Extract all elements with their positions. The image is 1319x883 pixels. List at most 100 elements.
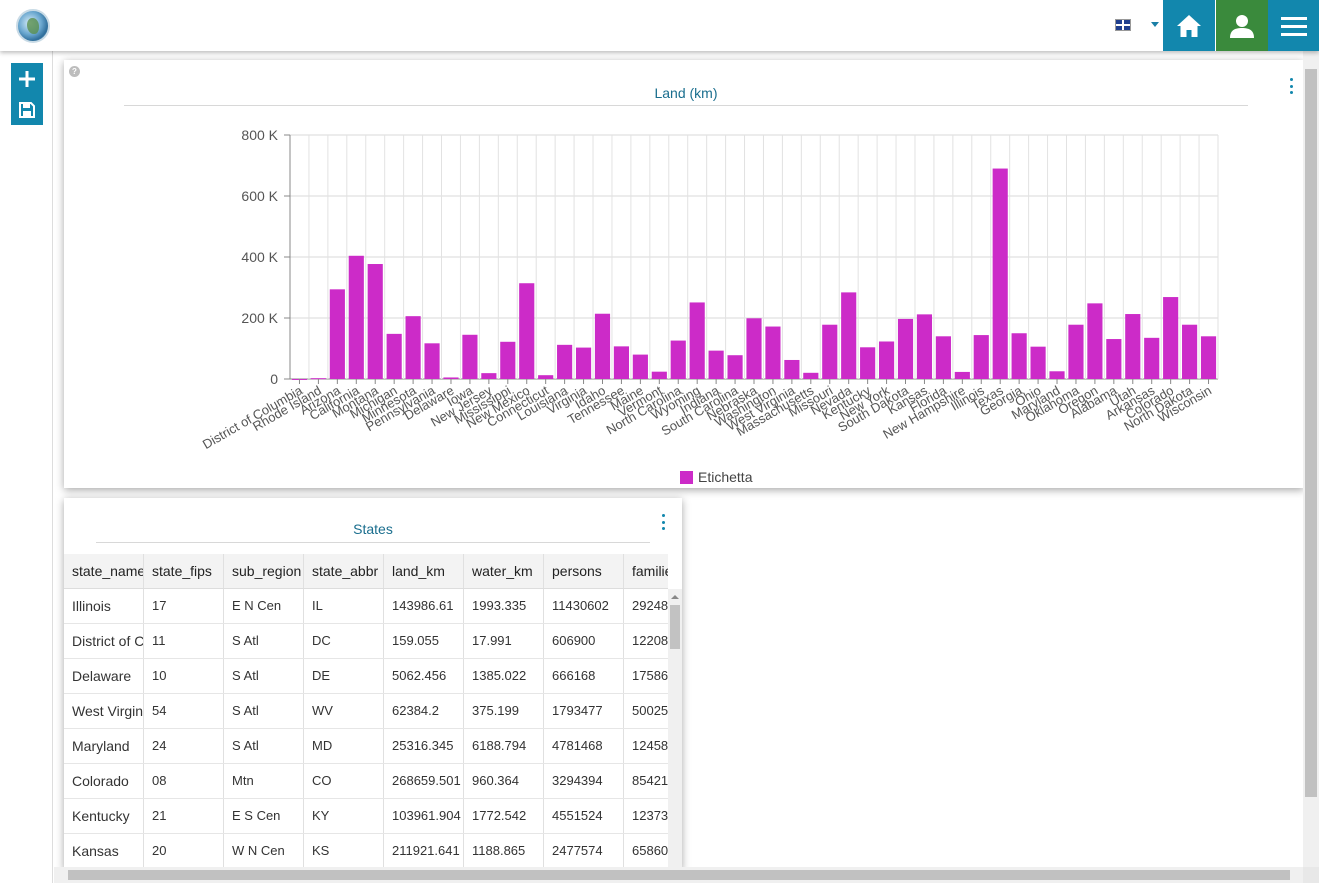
bar-alabama[interactable] (1106, 339, 1122, 379)
table-row[interactable]: Colorado 08 Mtn CO 268659.501 960.364 3294394 8… (64, 764, 668, 799)
column-header-state-abbr[interactable]: state_abbr (304, 554, 384, 588)
table-options-kebab-icon[interactable] (660, 514, 666, 530)
bar-iowa[interactable] (462, 334, 478, 379)
bar-virginia[interactable] (575, 347, 592, 379)
user-button[interactable] (1216, 0, 1268, 51)
bar-florida[interactable] (935, 336, 951, 379)
bar-oregon[interactable] (1087, 303, 1103, 379)
legend-label: Etichetta (698, 469, 753, 485)
table-cell-water-km: 960.364 (464, 764, 544, 798)
bar-new-hampshire[interactable] (954, 371, 970, 379)
bar-south-dakota[interactable] (897, 318, 914, 379)
table-row[interactable]: West Virginia54S AtlWV62384.2375.1991793… (64, 694, 668, 729)
bar-minnesota[interactable] (405, 316, 421, 379)
table-row[interactable]: District of Columbia11S AtlDC159.05517.9… (64, 624, 668, 659)
top-bar (0, 0, 1319, 51)
column-header-families[interactable]: families (624, 554, 668, 588)
column-header-state-name[interactable]: state_name (64, 554, 144, 588)
page-vertical-scrollbar[interactable] (1303, 51, 1319, 867)
bar-new-york[interactable] (878, 341, 895, 379)
bar-new-mexico[interactable] (519, 283, 535, 379)
table-widget: States state_name state_fips sub_region sta… (64, 498, 682, 870)
table-cell-sub-region: E S Cen (224, 799, 304, 833)
table-row[interactable]: Maryland 24 S Atl MD 25316.345 6188.794 478146… (64, 729, 668, 764)
menu-button[interactable] (1268, 0, 1319, 51)
table-vertical-scrollbar[interactable] (668, 589, 682, 870)
table-cell-state-name: West Virginia (64, 694, 144, 728)
bar-louisiana[interactable] (557, 344, 573, 379)
bar-nevada[interactable] (841, 292, 857, 379)
bar-missouri[interactable] (822, 324, 838, 379)
bar-indiana[interactable] (708, 350, 724, 379)
chart-options-kebab-icon[interactable] (1288, 78, 1294, 94)
bar-california[interactable] (348, 255, 364, 379)
table-row[interactable]: Kansas 20 W N Cen KS 211921.641 1188.865 24775… (64, 834, 668, 869)
column-header-sub-region[interactable]: sub_region (224, 554, 304, 588)
bar-illinois[interactable] (973, 335, 989, 379)
bar-montana[interactable] (367, 264, 383, 379)
add-widget-button[interactable] (11, 63, 43, 94)
bar-colorado[interactable] (1163, 297, 1179, 379)
bar-west-virginia[interactable] (784, 359, 800, 379)
bar-arizona[interactable] (329, 289, 345, 379)
page-vertical-scroll-thumb[interactable] (1305, 69, 1317, 797)
bar-rhode-island[interactable] (310, 378, 326, 380)
column-header-state-fips[interactable]: state_fips (144, 554, 224, 588)
bar-tennessee[interactable] (613, 346, 630, 379)
bar-massachusetts[interactable] (803, 372, 819, 379)
bar-ohio[interactable] (1030, 346, 1046, 379)
table-row[interactable]: Kentucky 21 E S Cen KY 103961.904 1772.542 455… (64, 799, 668, 834)
flag-uk-icon[interactable] (1115, 19, 1131, 31)
language-dropdown-caret[interactable] (1151, 22, 1159, 27)
bar-arkansas[interactable] (1144, 337, 1160, 379)
bar-utah[interactable] (1125, 314, 1141, 379)
table-cell-land-km: 5062.456 (384, 659, 464, 693)
hamburger-icon (1280, 16, 1307, 36)
save-button[interactable] (11, 94, 43, 125)
bar-wisconsin[interactable] (1200, 336, 1217, 379)
table-cell-families: 854214 (624, 764, 668, 798)
bar-texas[interactable] (992, 168, 1008, 379)
title-divider (96, 542, 650, 543)
bar-nebraska[interactable] (746, 318, 762, 379)
bar-kentucky[interactable] (860, 347, 876, 379)
bar-connecticut[interactable] (538, 375, 554, 379)
bar-michigan[interactable] (386, 333, 402, 379)
bar-north-carolina[interactable] (670, 340, 686, 379)
scroll-up-arrow-icon[interactable] (671, 595, 679, 599)
table-scroll-thumb[interactable] (670, 605, 680, 649)
bar-pennsylvania[interactable] (424, 343, 440, 379)
bar-delaware[interactable] (443, 377, 459, 379)
column-header-land-km[interactable]: land_km (384, 554, 464, 588)
page-horizontal-scrollbar[interactable] (54, 867, 1303, 883)
bar-kansas[interactable] (916, 314, 933, 379)
bar-north-dakota[interactable] (1182, 324, 1198, 379)
bar-maine[interactable] (632, 354, 648, 379)
help-icon[interactable]: ? (69, 66, 80, 77)
bar-south-carolina[interactable] (727, 355, 743, 379)
table-cell-state-name: Delaware (64, 659, 144, 693)
legend-swatch[interactable] (680, 471, 693, 484)
globe-logo[interactable] (16, 9, 50, 43)
table-cell-state-fips: 54 (144, 694, 224, 728)
bar-georgia[interactable] (1011, 333, 1027, 379)
table-cell-families: 1245814 (624, 729, 668, 763)
bar-mississippi[interactable] (500, 341, 516, 379)
table-row[interactable]: Illinois 17 E N Cen IL 143986.61 1993.335 1143… (64, 589, 668, 624)
table-row[interactable]: Delaware 10 S Atl DE 5062.456 1385.022 666168 1… (64, 659, 668, 694)
bar-wyoming[interactable] (689, 302, 705, 379)
bar-new-jersey[interactable] (481, 373, 497, 379)
table-cell-state-fips: 10 (144, 659, 224, 693)
bar-oklahoma[interactable] (1068, 324, 1084, 379)
bar-vermont[interactable] (651, 371, 667, 379)
bar-maryland[interactable] (1049, 371, 1065, 379)
page-horizontal-scroll-thumb[interactable] (68, 870, 1290, 880)
home-button[interactable] (1163, 0, 1215, 51)
bar-washington[interactable] (765, 326, 781, 379)
table-cell-land-km: 103961.904 (384, 799, 464, 833)
table-cell-sub-region: W N Cen (224, 834, 304, 868)
column-header-water-km[interactable]: water_km (464, 554, 544, 588)
bar-idaho[interactable] (594, 313, 611, 379)
table-cell-state-fips: 24 (144, 729, 224, 763)
column-header-persons[interactable]: persons (544, 554, 624, 588)
